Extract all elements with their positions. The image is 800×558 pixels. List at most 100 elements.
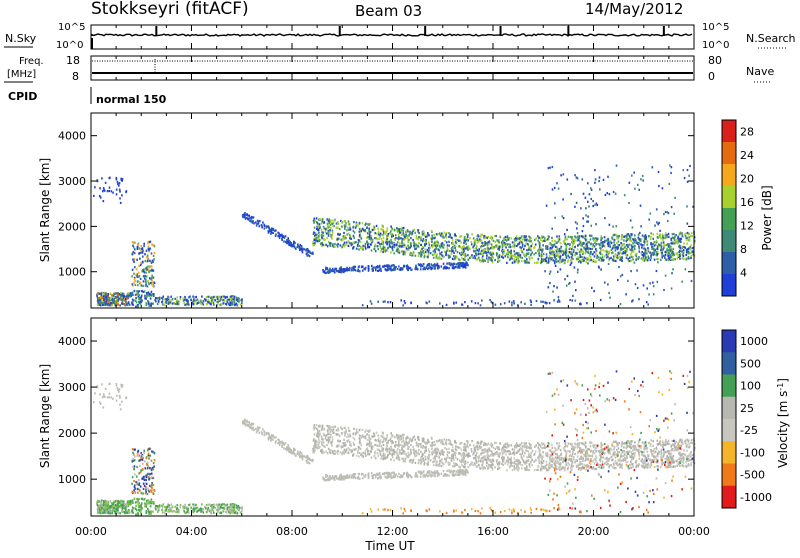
echo-cell: [640, 178, 642, 180]
echo-cell: [574, 206, 576, 208]
echo-cell: [588, 241, 590, 243]
echo-cell: [609, 246, 611, 248]
echo-cell: [107, 505, 109, 507]
echo-cell: [410, 232, 412, 234]
echo-cell: [327, 245, 329, 247]
echo-cell: [424, 244, 426, 246]
echo-cell: [418, 255, 420, 257]
echo-cell: [637, 243, 639, 245]
echo-cell: [149, 260, 151, 262]
echo-cell: [491, 257, 493, 259]
echo-cell: [576, 227, 578, 229]
echo-cell: [129, 304, 131, 306]
echo-cell: [380, 247, 382, 249]
echo-cell: [188, 304, 190, 306]
echo-cell: [400, 237, 402, 239]
echo-cell: [371, 235, 373, 237]
echo-cell: [150, 282, 152, 284]
echo-cell: [665, 211, 667, 213]
echo-cell: [403, 246, 405, 248]
echo-cell: [461, 257, 463, 259]
echo-cell: [349, 237, 351, 239]
echo-cell: [663, 241, 665, 243]
echo-cell: [599, 252, 601, 254]
echo-cell: [139, 294, 141, 296]
echo-cell: [318, 229, 320, 231]
echo-cell: [416, 237, 418, 239]
echo-cell: [151, 291, 153, 293]
echo-cell: [481, 242, 483, 244]
echo-cell: [132, 241, 134, 243]
echo-cell: [348, 220, 350, 222]
echo-cell: [487, 260, 489, 262]
echo-cell: [677, 257, 679, 259]
echo-cell: [358, 242, 360, 244]
echo-cell: [455, 239, 457, 241]
echo-cell: [482, 254, 484, 256]
echo-cell: [643, 248, 645, 250]
echo-cell: [643, 253, 645, 255]
echo-cell: [358, 248, 360, 250]
echo-cell: [431, 230, 433, 232]
echo-cell: [107, 301, 109, 303]
echo-cell: [349, 267, 351, 269]
echo-cell: [394, 229, 396, 231]
echo-cell: [613, 245, 615, 247]
echo-cell: [574, 246, 576, 248]
echo-cell: [598, 180, 600, 182]
echo-cell: [634, 248, 636, 250]
echo-cell: [586, 243, 588, 245]
echo-cell: [670, 238, 672, 240]
echo-cell: [385, 233, 387, 235]
echo-cell: [515, 252, 517, 254]
echo-cell: [135, 294, 137, 296]
echo-cell: [553, 254, 555, 256]
echo-cell: [582, 217, 584, 219]
echo-cell: [258, 429, 260, 431]
echo-cell: [142, 248, 144, 250]
nsearch-label: N.Search: [746, 32, 796, 45]
echo-cell: [683, 242, 685, 244]
echo-cell: [604, 236, 606, 238]
echo-cell: [630, 270, 632, 272]
echo-cell: [369, 233, 371, 235]
echo-cell: [312, 253, 314, 255]
echo-cell: [449, 255, 451, 257]
echo-cell: [620, 242, 622, 244]
echo-cell: [422, 240, 424, 242]
echo-cell: [618, 253, 620, 255]
echo-cell: [208, 509, 210, 511]
echo-cell: [103, 299, 105, 301]
echo-cell: [579, 243, 581, 245]
echo-cell: [481, 299, 483, 301]
echo-cell: [148, 249, 150, 251]
echo-cell: [103, 295, 105, 297]
echo-cell: [691, 280, 693, 282]
echo-cell: [564, 278, 566, 280]
echo-cell: [475, 248, 477, 250]
echo-cell: [638, 189, 640, 191]
echo-cell: [602, 259, 604, 261]
echo-cell: [142, 256, 144, 258]
echo-cell: [259, 427, 261, 429]
echo-cell: [409, 253, 411, 255]
echo-cell: [597, 238, 599, 240]
echo-cell: [230, 510, 232, 512]
echo-cell: [513, 300, 515, 302]
echo-cell: [151, 501, 153, 503]
echo-cell: [667, 220, 669, 222]
echo-cell: [432, 267, 434, 269]
echo-cell: [516, 235, 518, 237]
echo-cell: [448, 452, 450, 454]
echo-cell: [480, 234, 482, 236]
echo-cell: [116, 189, 118, 191]
echo-cell: [559, 301, 561, 303]
echo-cell: [275, 235, 277, 237]
echo-cell: [471, 233, 473, 235]
echo-cell: [177, 511, 179, 513]
echo-cell: [120, 202, 122, 204]
echo-cell: [103, 301, 105, 303]
echo-cell: [610, 257, 612, 259]
echo-cell: [574, 281, 576, 283]
echo-cell: [605, 194, 607, 196]
